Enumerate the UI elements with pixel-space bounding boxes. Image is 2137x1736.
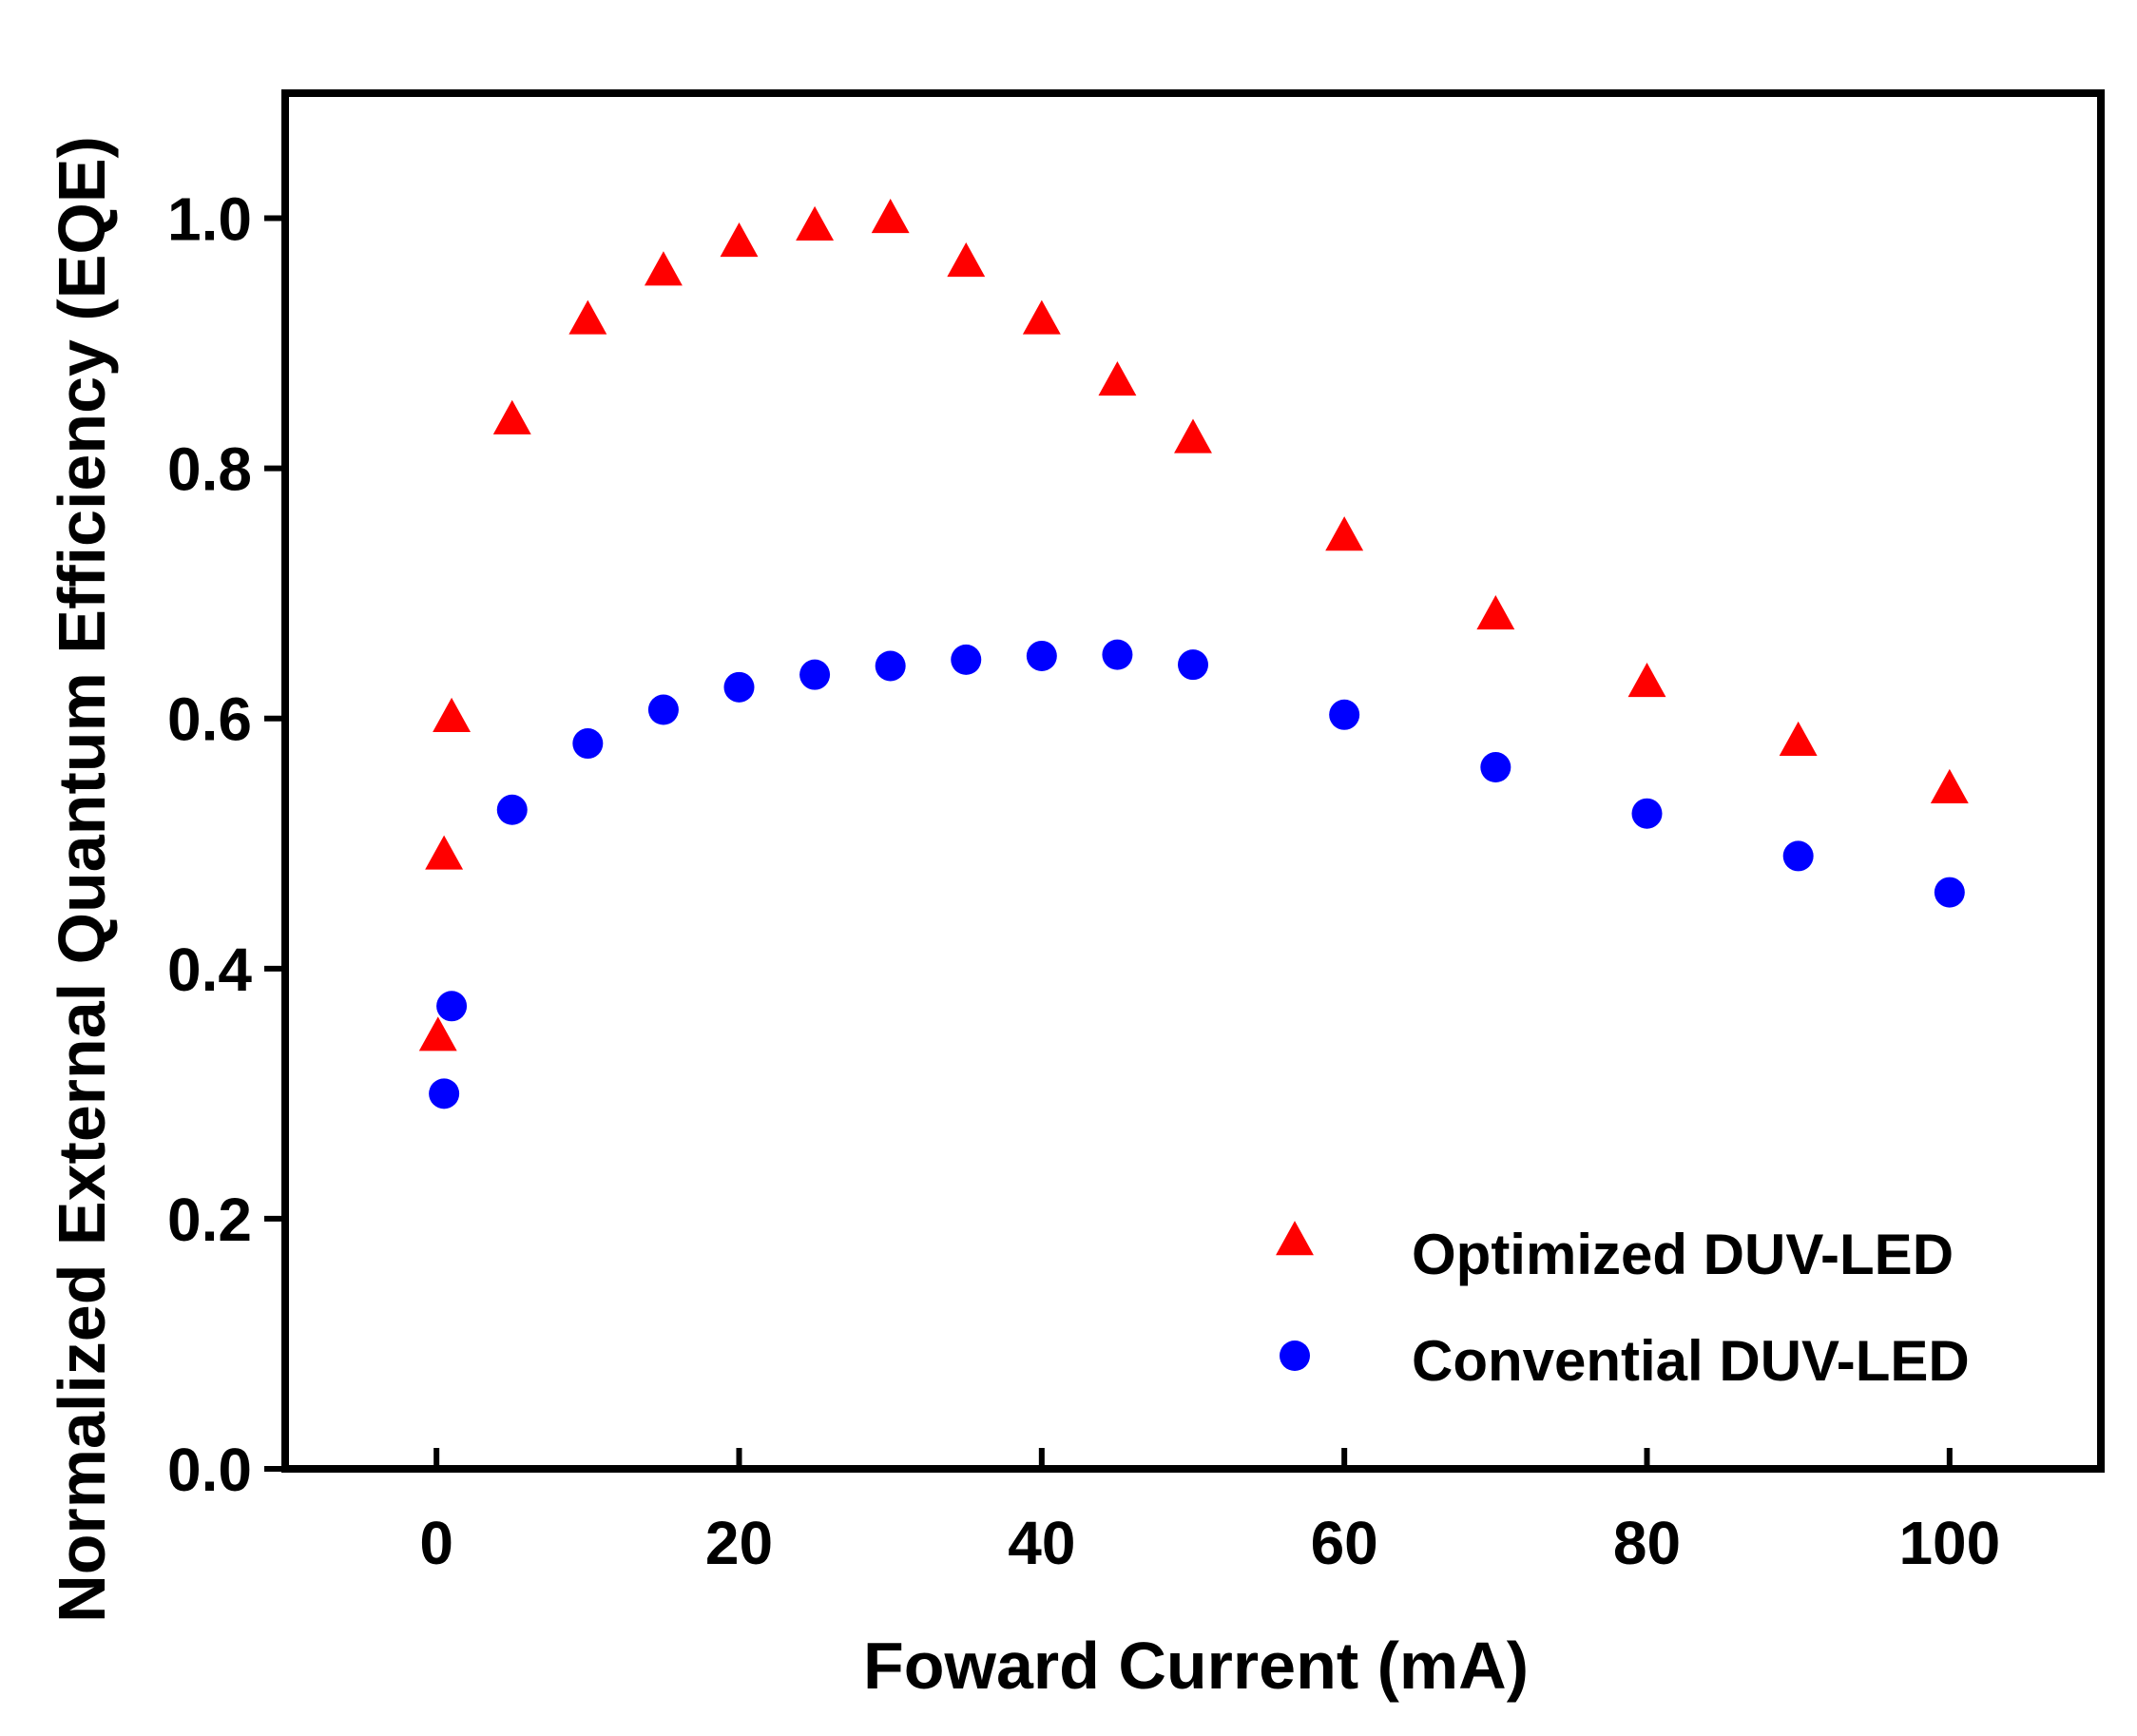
- data-point-triangle: [1627, 663, 1666, 698]
- data-point-circle: [1329, 699, 1360, 730]
- data-point-triangle: [1174, 418, 1212, 453]
- y-tick-label: 0.2: [167, 1186, 252, 1254]
- data-point-circle: [496, 794, 528, 825]
- data-point-triangle: [871, 199, 910, 234]
- data-point-triangle: [947, 242, 986, 278]
- data-point-circle: [429, 1078, 460, 1109]
- legend-marker-convential: [1280, 1341, 1310, 1371]
- series-optimized: [418, 199, 1969, 1051]
- data-point-triangle: [425, 835, 464, 870]
- y-axis-title: Normalized External Quantum Efficiency (…: [45, 136, 119, 1623]
- x-tick-label: 0: [419, 1509, 453, 1577]
- data-point-circle: [1102, 639, 1133, 670]
- data-point-circle: [951, 644, 982, 675]
- data-point-circle: [799, 659, 831, 690]
- data-point-triangle: [720, 222, 759, 258]
- data-point-circle: [723, 671, 755, 703]
- y-tick-label: 0.6: [167, 685, 252, 754]
- data-point-triangle: [1098, 361, 1137, 396]
- data-point-circle: [1178, 649, 1208, 681]
- legend-label-convential: Convential DUV-LED: [1412, 1329, 1970, 1393]
- plot-border: [281, 89, 2105, 1473]
- data-point-circle: [572, 728, 604, 760]
- x-tick-label: 60: [1311, 1509, 1378, 1577]
- y-tick-label: 1.0: [167, 185, 252, 254]
- data-point-circle: [1631, 798, 1663, 829]
- y-tick-label: 0.4: [167, 936, 252, 1004]
- data-point-circle: [875, 650, 906, 682]
- legend-circle: [1280, 1341, 1310, 1371]
- data-point-triangle: [1476, 595, 1515, 630]
- x-tick-label: 20: [705, 1509, 773, 1577]
- data-point-circle: [647, 694, 679, 725]
- y-tick-label: 0.0: [167, 1436, 252, 1504]
- plot-frame: [281, 89, 2105, 1473]
- data-series: [418, 199, 1969, 1109]
- data-point-triangle: [1930, 768, 1969, 803]
- legend: Optimized DUV-LED Convential DUV-LED: [1276, 1221, 1970, 1393]
- data-point-triangle: [644, 251, 683, 286]
- data-point-triangle: [1325, 516, 1364, 551]
- x-axis-title: Foward Current (mA): [863, 1629, 1529, 1703]
- data-point-circle: [1026, 640, 1057, 671]
- data-point-triangle: [492, 399, 531, 434]
- x-tick-label: 40: [1008, 1509, 1075, 1577]
- data-point-circle: [1480, 752, 1511, 783]
- data-point-triangle: [796, 205, 835, 241]
- data-point-triangle: [418, 1016, 457, 1051]
- data-point-circle: [436, 991, 468, 1022]
- y-tick-label: 0.8: [167, 435, 252, 504]
- legend-label-optimized: Optimized DUV-LED: [1412, 1223, 1954, 1286]
- data-point-circle: [1782, 840, 1814, 872]
- legend-marker-optimized: [1276, 1221, 1314, 1256]
- x-axis-ticks: 0 20 40 60 80 100: [419, 1448, 2000, 1577]
- data-point-triangle: [1779, 721, 1818, 756]
- x-tick-label: 80: [1613, 1509, 1681, 1577]
- data-point-triangle: [568, 299, 607, 335]
- x-tick-label: 100: [1898, 1509, 2000, 1577]
- y-axis-ticks: 0.0 0.2 0.4 0.6 0.8 1.0: [167, 185, 285, 1504]
- legend-triangle: [1276, 1221, 1314, 1256]
- data-point-triangle: [1022, 299, 1061, 335]
- data-point-circle: [1934, 877, 1965, 908]
- series-convential: [429, 639, 1965, 1109]
- data-point-triangle: [433, 697, 472, 732]
